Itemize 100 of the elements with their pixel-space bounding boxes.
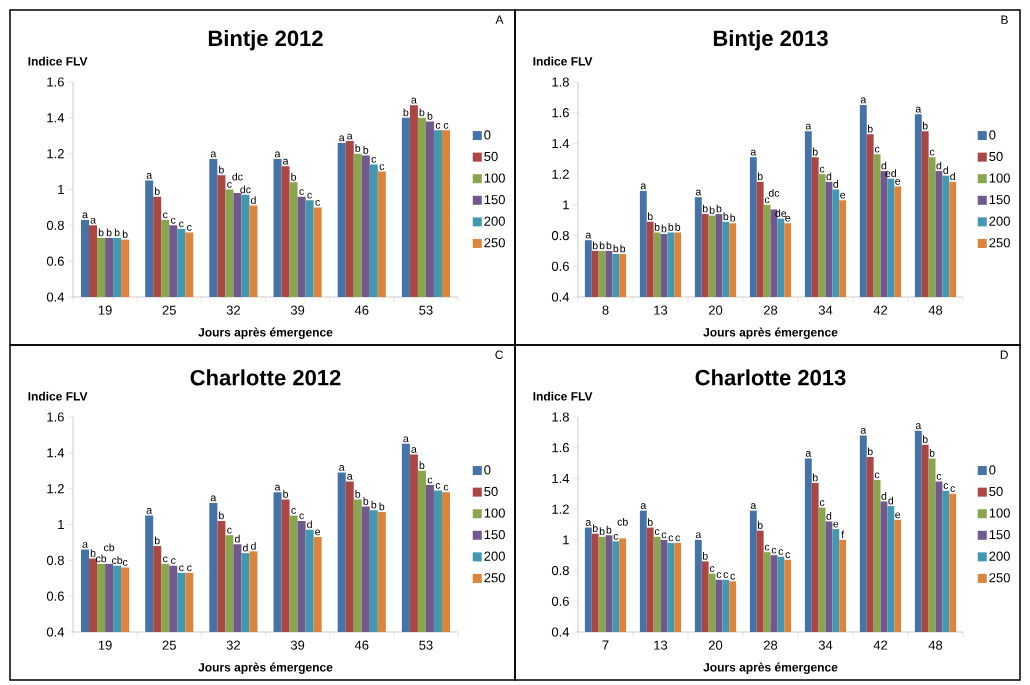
legend-label: 250 — [989, 238, 1010, 248]
y-tick-label: 1 — [58, 185, 64, 194]
legend-label: 0 — [484, 130, 491, 140]
data-label: b — [620, 244, 626, 253]
y-tick-label: 1.4 — [552, 473, 570, 483]
legend-label: 200 — [989, 551, 1010, 561]
data-label: b — [757, 521, 763, 529]
data-label: a — [640, 183, 647, 190]
legend-label: 100 — [484, 508, 505, 518]
data-label: b — [675, 223, 681, 231]
data-label: c — [291, 508, 296, 514]
y-tick-label: 0.4 — [551, 292, 570, 302]
x-tick-label: 34 — [818, 640, 833, 650]
y-tick-label: 0.6 — [551, 596, 569, 606]
x-tick-label: 39 — [290, 640, 305, 650]
x-tick-label: 48 — [928, 640, 943, 650]
data-label: b — [606, 525, 612, 534]
data-label: a — [283, 158, 289, 165]
data-label: d — [826, 512, 832, 520]
data-label: c — [187, 225, 192, 231]
data-label: c — [427, 477, 433, 484]
data-label: c — [874, 146, 880, 153]
data-label: c — [227, 182, 232, 188]
data-label: a — [585, 232, 592, 239]
data-label: b — [723, 212, 729, 221]
data-label: c — [307, 192, 312, 199]
data-label: d — [881, 492, 887, 500]
legend-label: 0 — [484, 465, 491, 475]
data-label: c — [227, 527, 232, 534]
data-label: b — [812, 147, 818, 156]
data-label: b — [419, 461, 425, 470]
legend-label: 0 — [989, 130, 996, 140]
data-label: b — [379, 502, 385, 511]
data-label: a — [585, 520, 592, 526]
data-label: c — [613, 533, 619, 540]
x-tick-label: 53 — [419, 305, 433, 315]
x-tick-label: 19 — [98, 640, 112, 650]
data-label: c — [443, 484, 449, 491]
y-tick-label: 1.6 — [47, 412, 64, 422]
data-label: b — [812, 473, 818, 482]
data-label: b — [90, 549, 96, 557]
data-label: d — [943, 166, 949, 174]
data-label: b — [716, 204, 722, 213]
x-axis-title: Jours après émergence — [703, 327, 838, 339]
data-label: b — [219, 165, 224, 174]
data-label: c — [764, 544, 770, 551]
data-label: d — [242, 543, 248, 552]
data-label: c — [371, 156, 377, 163]
data-label: b — [106, 228, 112, 237]
data-label: d — [950, 172, 955, 181]
data-label: a — [860, 427, 867, 434]
data-label: c — [936, 474, 942, 480]
legend-label: 250 — [989, 573, 1010, 583]
data-label: b — [929, 449, 935, 457]
data-label: b — [154, 536, 160, 545]
data-label: a — [915, 106, 922, 113]
data-label: b — [283, 490, 289, 498]
data-label: c — [771, 547, 777, 554]
data-label: b — [355, 490, 361, 498]
data-label: a — [210, 151, 217, 158]
x-tick-label: 19 — [98, 305, 112, 315]
x-tick-label: 39 — [290, 305, 305, 315]
data-label: e — [785, 215, 791, 222]
y-tick-label: 1.2 — [552, 504, 569, 514]
data-label: b — [154, 187, 160, 195]
data-label: d — [888, 496, 894, 505]
x-tick-label: 46 — [354, 640, 369, 650]
x-tick-label: 46 — [354, 305, 369, 315]
data-label: a — [339, 135, 345, 142]
data-label: d — [881, 161, 887, 170]
data-label: a — [750, 503, 757, 509]
data-label: e — [315, 529, 321, 536]
data-label: cb — [95, 554, 107, 563]
x-tick-label: 13 — [654, 305, 668, 315]
y-tick-label: 1.4 — [47, 113, 65, 123]
y-tick-label: 0.6 — [46, 256, 64, 266]
y-tick-label: 0.8 — [551, 230, 569, 241]
legend-label: 200 — [989, 216, 1010, 226]
data-label: a — [82, 542, 88, 548]
y-tick-label: 1.4 — [552, 138, 570, 148]
legend-label: 50 — [989, 486, 1003, 497]
chart-title: Charlotte 2013 — [695, 369, 846, 386]
data-label: c — [163, 556, 168, 563]
data-label: dc — [232, 172, 243, 181]
x-tick-label: 13 — [654, 640, 668, 650]
chart-title: Bintje 2013 — [713, 29, 828, 51]
text: B — [1001, 15, 1008, 24]
data-label: b — [606, 241, 612, 250]
data-label: b — [867, 124, 873, 133]
data-label: b — [599, 527, 605, 536]
data-label: c — [764, 197, 770, 204]
data-label: c — [654, 529, 660, 536]
data-label: a — [347, 133, 353, 140]
data-label: a — [146, 508, 153, 514]
chart-title: Charlotte 2012 — [190, 369, 341, 386]
data-label: f — [841, 530, 845, 539]
x-tick-label: 28 — [763, 305, 778, 315]
x-tick-label: 42 — [873, 640, 888, 650]
data-label: b — [922, 121, 928, 130]
data-label: c — [179, 221, 184, 228]
